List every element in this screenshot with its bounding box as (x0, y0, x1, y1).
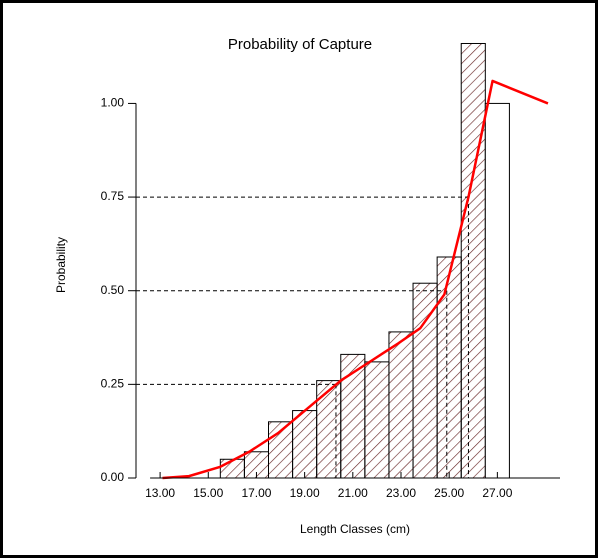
y-tick-label: 0.00 (101, 470, 125, 484)
bar (412, 282, 438, 479)
bar (388, 331, 414, 479)
bar (484, 102, 510, 479)
bar (460, 42, 486, 479)
x-tick-label: 17.00 (241, 486, 271, 500)
bar (292, 410, 318, 479)
bar (316, 380, 342, 479)
x-tick-label: 15.00 (193, 486, 223, 500)
bar (364, 361, 390, 479)
y-tick-label: 1.00 (101, 96, 125, 110)
chart-title: Probability of Capture (228, 36, 372, 53)
bar (219, 458, 245, 479)
x-tick-label: 21.00 (338, 486, 368, 500)
x-tick-label: 13.00 (145, 486, 175, 500)
y-tick-label: 0.75 (101, 189, 125, 203)
x-axis-label: Length Classes (cm) (300, 522, 410, 536)
y-axis-label: Probability (54, 237, 68, 293)
y-tick-label: 0.25 (101, 377, 125, 391)
x-tick-label: 25.00 (434, 486, 464, 500)
x-tick-label: 23.00 (386, 486, 416, 500)
y-tick-label: 0.50 (101, 283, 125, 297)
bar (436, 256, 462, 479)
x-tick-label: 19.00 (290, 486, 320, 500)
capture-curve (162, 79, 549, 480)
x-tick-label: 27.00 (482, 486, 512, 500)
